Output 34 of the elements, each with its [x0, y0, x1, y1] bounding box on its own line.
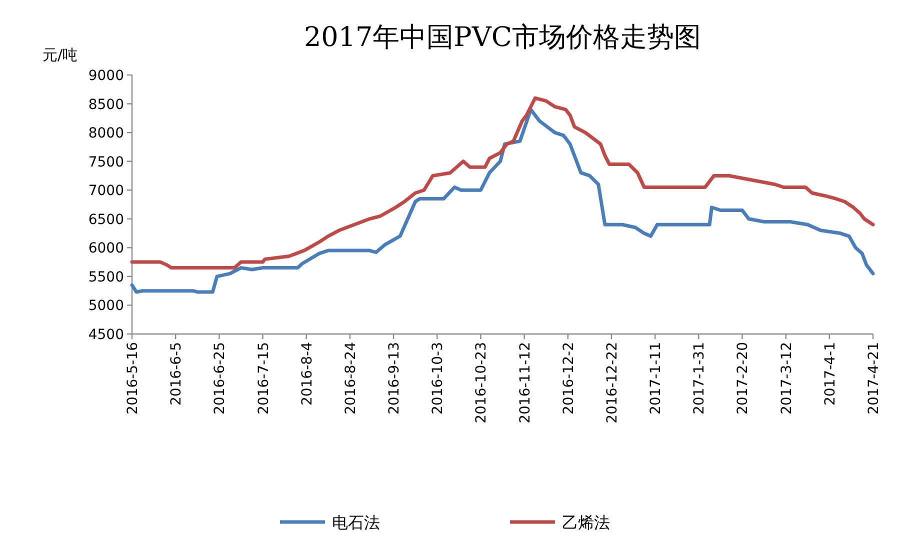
y-tick-label: 5000 [88, 298, 124, 314]
y-tick-label: 6500 [88, 212, 124, 228]
y-tick-label: 7000 [88, 183, 124, 200]
line-series [130, 108, 875, 294]
y-tick-label: 4500 [88, 327, 124, 343]
x-tick-label: 2016-6-25 [212, 342, 228, 414]
y-axis-title: 元/吨 [42, 46, 78, 64]
x-tick-label: 2017-3-12 [778, 342, 795, 414]
y-tick-label: 8000 [88, 126, 124, 142]
x-tick-label: 2017-1-11 [648, 342, 664, 414]
x-tick-label: 2016-8-24 [342, 342, 359, 414]
x-tick-label: 2016-5-16 [125, 342, 141, 414]
legend-label: 电石法 [332, 513, 380, 532]
x-tick-label: 2016-12-2 [560, 342, 577, 414]
x-tick-label: 2017-2-20 [735, 342, 752, 414]
x-tick-label: 2016-12-22 [604, 342, 620, 424]
x-tick-label: 2016-7-15 [256, 342, 272, 414]
y-tick-label: 5500 [88, 269, 124, 286]
y-tick-label: 8500 [88, 96, 124, 113]
x-tick-label: 2017-4-21 [866, 342, 882, 414]
x-tick-label: 2016-10-23 [474, 342, 490, 424]
x-tick-label: 2017-1-31 [692, 342, 708, 414]
chart-title: 2017年中国PVC市场价格走势图 [304, 22, 702, 53]
x-tick-label: 2016-9-13 [386, 342, 403, 414]
x-tick-label: 2017-4-1 [822, 342, 838, 406]
y-tick-label: 7500 [88, 154, 124, 170]
x-tick-label: 2016-10-3 [430, 342, 446, 414]
x-tick-label: 2016-11-12 [517, 342, 534, 424]
x-tick-label: 2016-8-4 [299, 342, 316, 406]
y-tick-label: 9000 [88, 68, 124, 84]
y-tick-label: 6000 [88, 240, 124, 257]
line-series [130, 96, 875, 270]
x-tick-label: 2016-6-5 [168, 342, 185, 406]
legend-label: 乙烯法 [562, 513, 610, 532]
